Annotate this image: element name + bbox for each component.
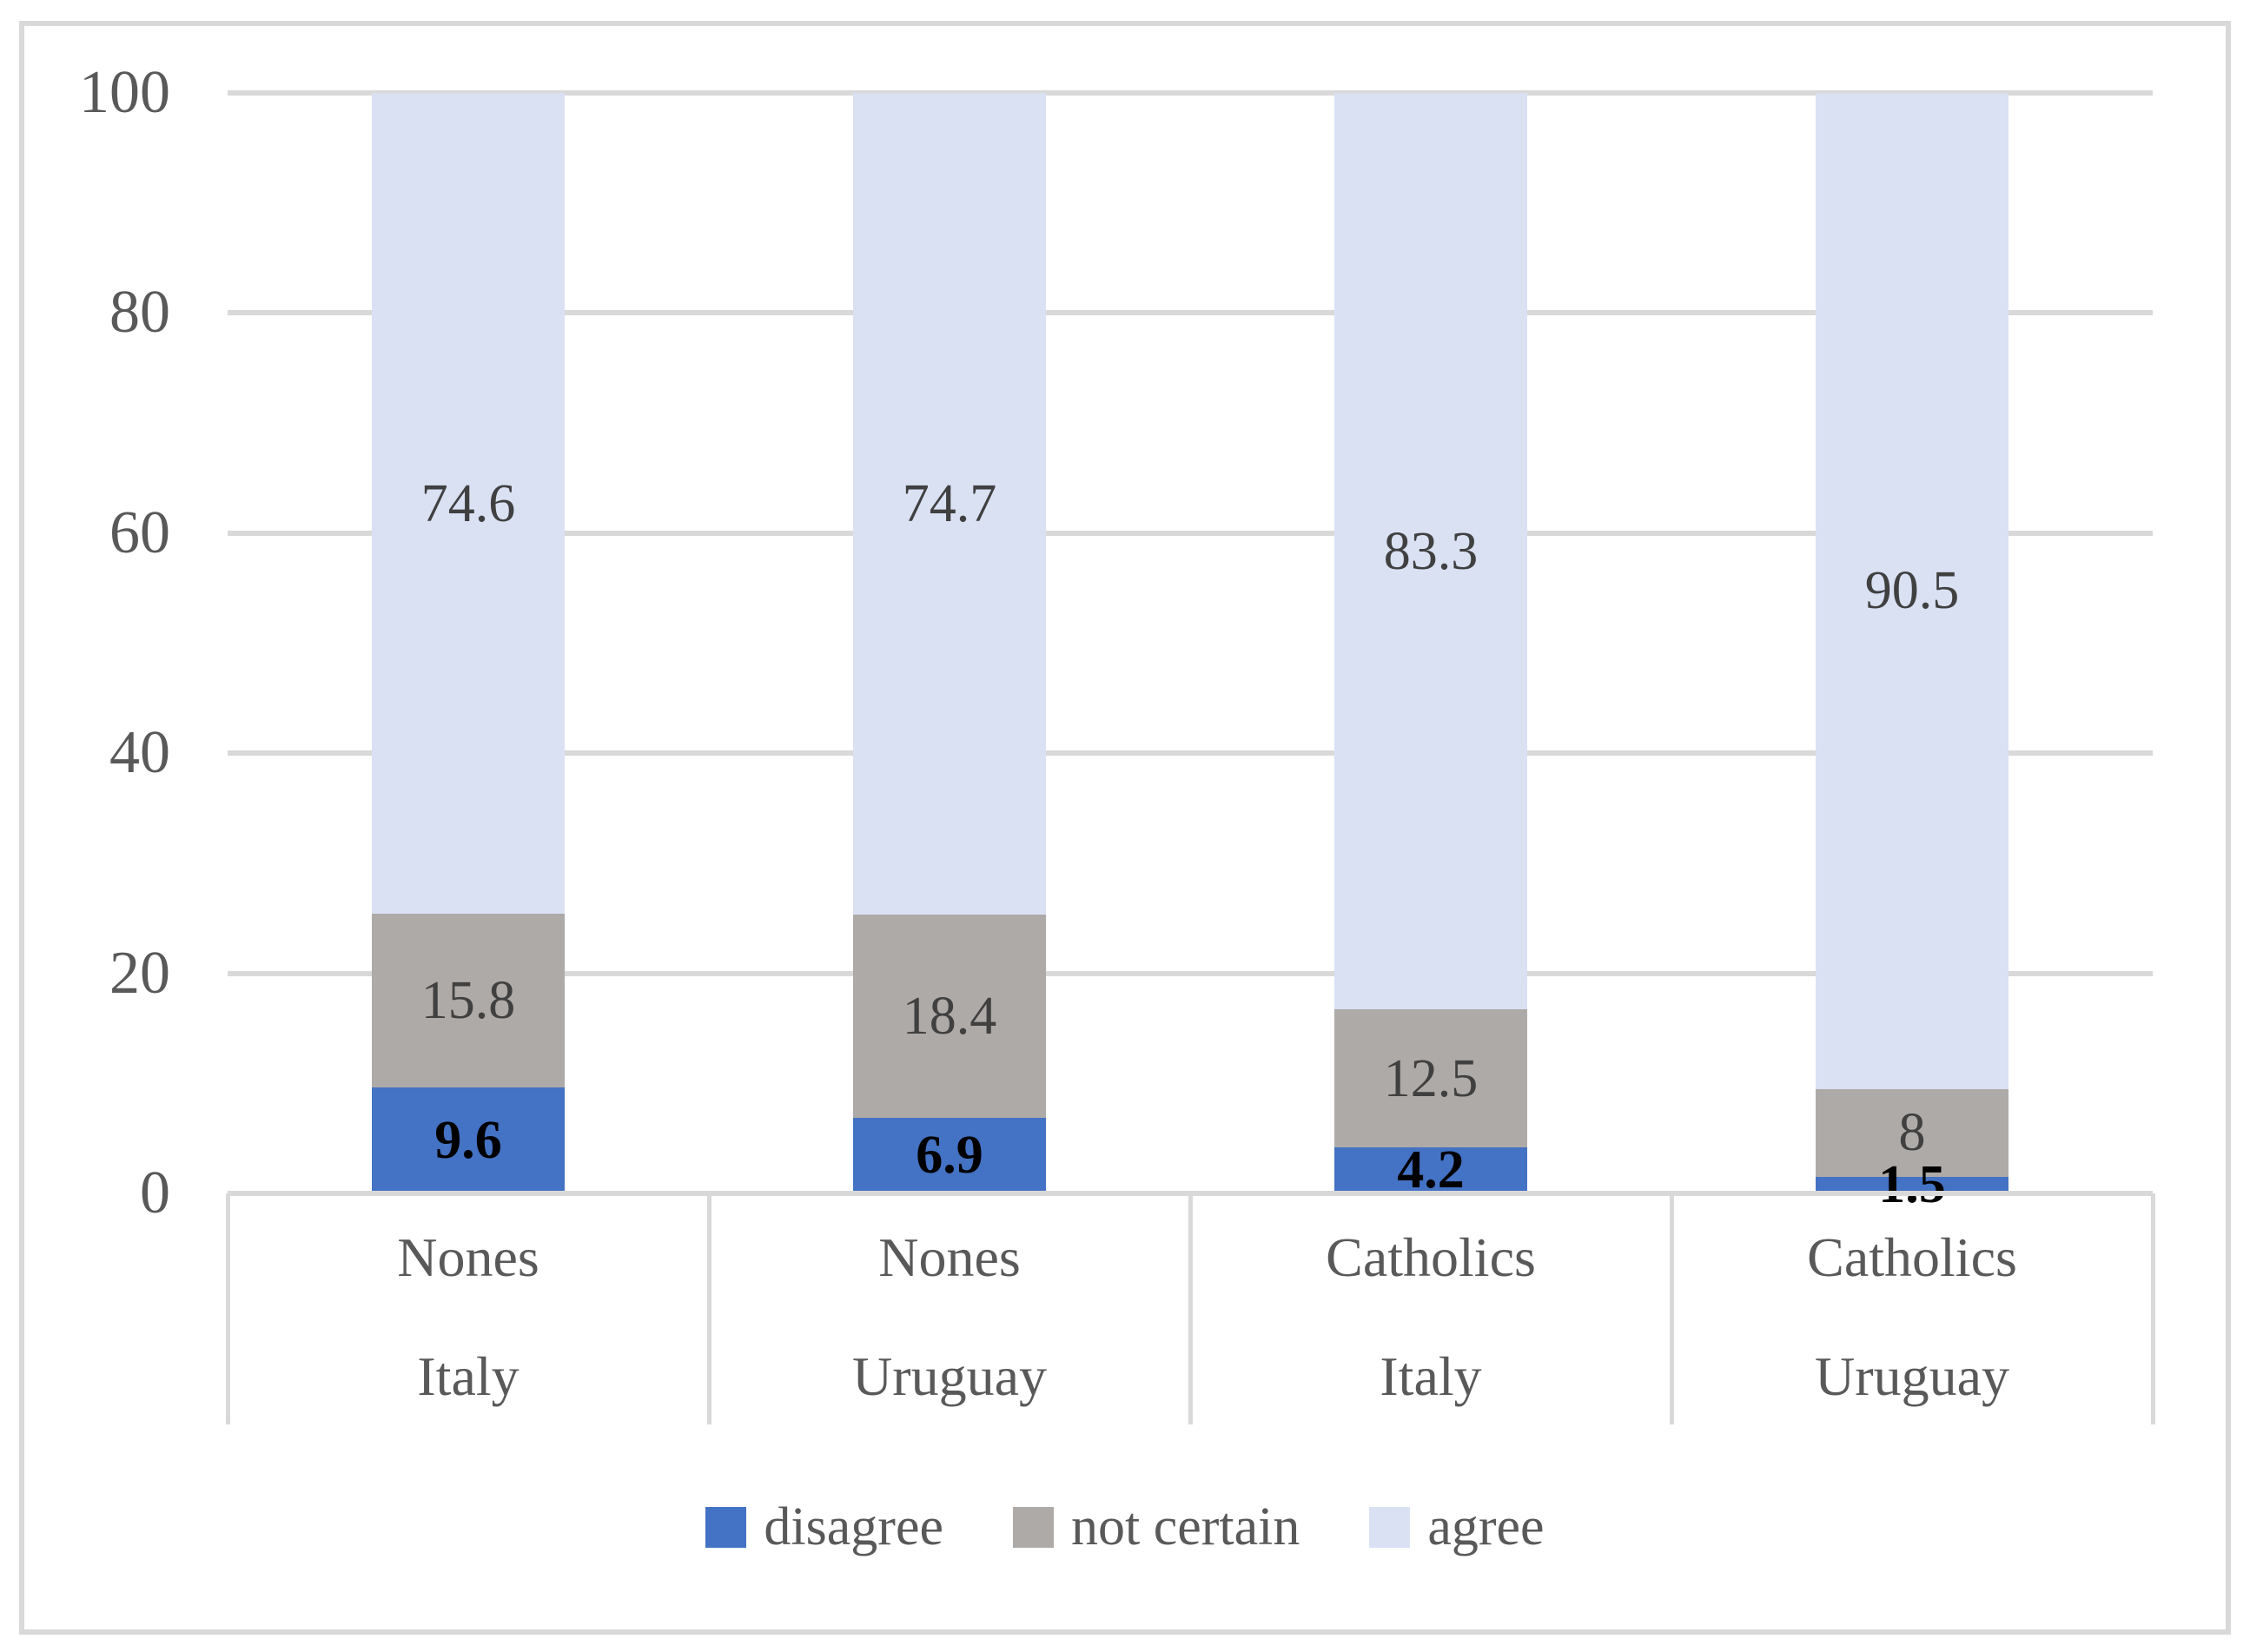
legend-swatch-not-certain xyxy=(1012,1506,1054,1548)
category-religion-label: Nones xyxy=(397,1226,539,1288)
bar-segment-agree-Nones-Italy xyxy=(372,93,565,915)
bar-segment-not-certain-Nones-Italy xyxy=(372,914,565,1088)
bar-segment-agree-Catholics-Italy xyxy=(1334,93,1527,1010)
data-label-agree: 74.6 xyxy=(420,473,516,533)
category-country-label: Uruguay xyxy=(852,1345,1047,1407)
data-label-not-certain: 18.4 xyxy=(902,987,997,1046)
bar-segment-not-certain-Catholics-Uruguay xyxy=(1816,1088,2008,1177)
legend-item-not-certain: not certain xyxy=(1012,1497,1300,1556)
category-divider xyxy=(706,1193,711,1424)
data-label-agree: 74.7 xyxy=(902,474,997,534)
bar-segment-disagree-Nones-Italy xyxy=(372,1087,565,1193)
y-tick-label-100: 100 xyxy=(79,59,170,126)
y-tick-label-80: 80 xyxy=(109,279,170,347)
data-label-disagree: 6.9 xyxy=(916,1126,983,1186)
bar-segment-agree-Nones-Uruguay xyxy=(853,93,1046,915)
category-country-label: Italy xyxy=(417,1345,519,1407)
bar-segment-disagree-Catholics-Italy xyxy=(1334,1146,1527,1193)
legend-label: disagree xyxy=(764,1497,943,1556)
legend-swatch-agree xyxy=(1369,1506,1411,1548)
legend-swatch-disagree xyxy=(705,1506,747,1548)
bar-segment-agree-Catholics-Uruguay xyxy=(1816,93,2008,1089)
data-label-not-certain: 8 xyxy=(1898,1103,1926,1163)
data-label-disagree: 9.6 xyxy=(434,1111,502,1171)
legend-label: not certain xyxy=(1070,1497,1300,1556)
category-country-label: Italy xyxy=(1380,1345,1482,1407)
category-religion-label: Catholics xyxy=(1807,1226,2017,1288)
bar-segment-not-certain-Catholics-Italy xyxy=(1334,1009,1527,1147)
y-tick-label-20: 20 xyxy=(109,939,170,1007)
data-label-agree: 90.5 xyxy=(1864,561,1960,621)
bar-segment-not-certain-Nones-Uruguay xyxy=(853,915,1046,1118)
category-country-label: Uruguay xyxy=(1815,1345,2009,1407)
data-label-not-certain: 15.8 xyxy=(420,971,516,1031)
category-divider xyxy=(1188,1193,1193,1424)
category-divider xyxy=(2150,1193,2155,1424)
legend: disagree not certain agree xyxy=(0,1487,2250,1567)
y-tick-label-60: 60 xyxy=(109,499,170,566)
gridline-80 xyxy=(228,310,2153,316)
data-label-disagree: 4.2 xyxy=(1397,1140,1465,1200)
category-divider xyxy=(1669,1193,1674,1424)
category-religion-label: Catholics xyxy=(1326,1226,1536,1288)
category-religion-label: Nones xyxy=(878,1226,1021,1288)
bar-segment-disagree-Nones-Uruguay xyxy=(853,1117,1046,1193)
gridline-60 xyxy=(228,530,2153,536)
gridline-20 xyxy=(228,970,2153,976)
data-label-disagree: 1.5 xyxy=(1878,1155,1946,1215)
gridline-100 xyxy=(228,90,2153,96)
bar-segment-disagree-Catholics-Uruguay xyxy=(1816,1176,2008,1193)
legend-label: agree xyxy=(1427,1497,1545,1556)
y-tick-label-40: 40 xyxy=(109,719,170,787)
data-label-not-certain: 12.5 xyxy=(1383,1048,1479,1108)
y-tick-label-0: 0 xyxy=(140,1160,170,1226)
category-divider xyxy=(225,1193,230,1424)
data-label-agree: 83.3 xyxy=(1383,521,1479,581)
gridline-40 xyxy=(228,750,2153,757)
legend-item-disagree: disagree xyxy=(705,1500,943,1554)
legend-item-agree: agree xyxy=(1369,1497,1545,1556)
